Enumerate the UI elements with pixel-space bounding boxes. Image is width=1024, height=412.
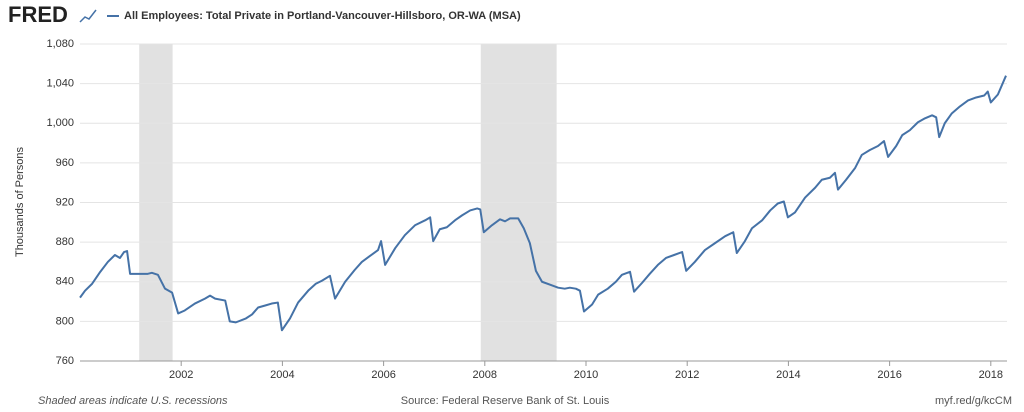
footnote: Shaded areas indicate U.S. recessions xyxy=(38,395,228,407)
x-tick-label: 2016 xyxy=(877,369,901,381)
y-tick-label: 1,000 xyxy=(46,117,74,129)
x-tick-label: 2010 xyxy=(574,369,598,381)
x-tick-label: 2002 xyxy=(169,369,193,381)
x-tick-label: 2014 xyxy=(776,369,800,381)
x-tick-label: 2008 xyxy=(473,369,497,381)
x-tick-label: 2012 xyxy=(675,369,699,381)
y-tick-label: 1,040 xyxy=(46,78,74,90)
data-line xyxy=(79,75,1007,332)
x-tick-label: 2004 xyxy=(270,369,294,381)
x-tick-label: 2018 xyxy=(979,369,1003,381)
y-axis-label: Thousands of Persons xyxy=(14,146,26,257)
y-tick-label: 960 xyxy=(56,157,74,169)
y-tick-label: 880 xyxy=(56,236,74,248)
y-tick-label: 840 xyxy=(56,276,74,288)
logo-icon xyxy=(79,9,97,23)
legend-label: All Employees: Total Private in Portland… xyxy=(124,10,521,22)
x-tick-label: 2006 xyxy=(371,369,395,381)
link: myf.red/g/kcCM xyxy=(935,395,1012,407)
y-tick-label: 920 xyxy=(56,196,74,208)
logo: FRED xyxy=(8,2,68,27)
source: Source: Federal Reserve Bank of St. Loui… xyxy=(401,395,610,407)
y-tick-label: 800 xyxy=(56,315,74,327)
y-tick-label: 760 xyxy=(56,355,74,367)
y-tick-label: 1,080 xyxy=(46,38,74,50)
